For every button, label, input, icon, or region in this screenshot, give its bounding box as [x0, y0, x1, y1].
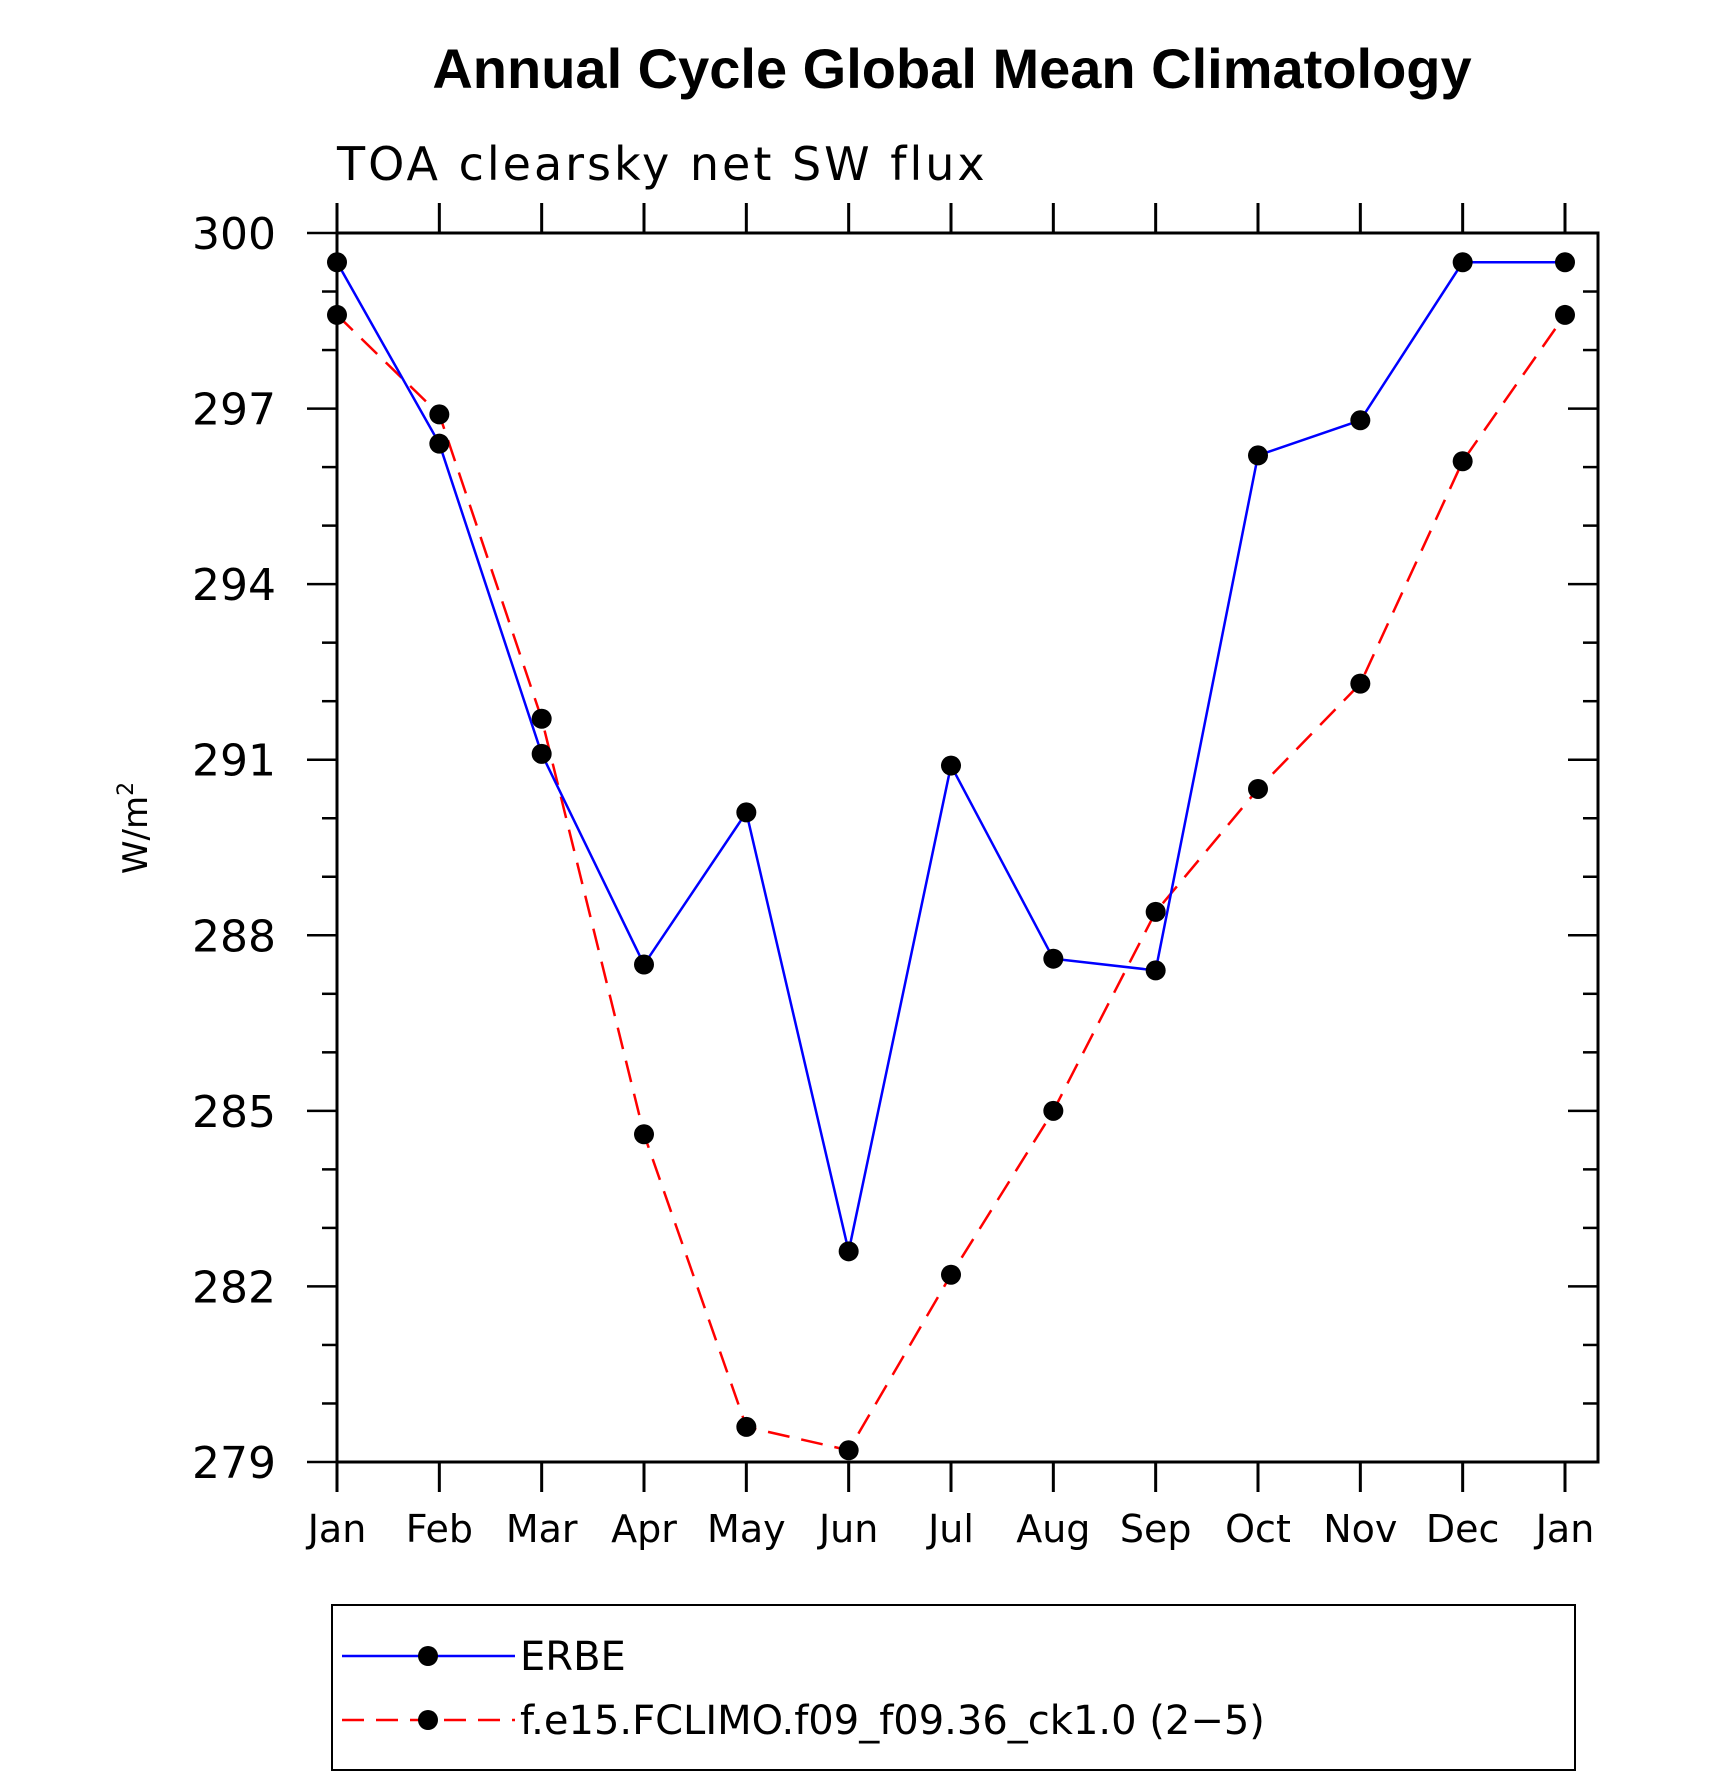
- x-tick-label: Jan: [306, 1507, 367, 1551]
- data-point: [531, 708, 552, 729]
- x-tick-label: Jul: [926, 1507, 974, 1551]
- data-point: [941, 755, 961, 776]
- y-tick-label: 288: [192, 911, 276, 962]
- data-point: [1248, 778, 1268, 799]
- x-tick-label: Jan: [1534, 1507, 1595, 1551]
- data-point: [327, 252, 347, 273]
- data-point: [1350, 410, 1371, 431]
- legend: ERBE f.e15.FCLIMO.f09_f09.36_ck1.0 (2−5): [331, 1604, 1576, 1771]
- legend-marker: [418, 1710, 438, 1730]
- x-tick-label: Apr: [611, 1507, 677, 1551]
- data-point: [531, 743, 552, 764]
- data-point: [736, 802, 757, 823]
- x-tick-label: Jun: [817, 1507, 878, 1551]
- y-tick-label: 294: [192, 560, 276, 611]
- legend-marker: [418, 1646, 438, 1666]
- data-point: [736, 1416, 757, 1437]
- data-point: [1145, 901, 1166, 922]
- y-tick-label: 297: [192, 385, 276, 436]
- data-point: [1452, 252, 1473, 273]
- data-point: [1452, 451, 1473, 472]
- data-point: [1043, 1100, 1064, 1121]
- data-point: [1248, 445, 1268, 466]
- data-point: [327, 304, 347, 325]
- y-tick-label: 285: [192, 1087, 276, 1138]
- x-tick-label: Sep: [1120, 1507, 1192, 1551]
- data-point: [1145, 960, 1166, 981]
- plot-axes: Jan Feb Mar Apr May Jun Jul Aug Sep Oct Nov Dec Jan 2…: [192, 203, 1600, 1551]
- legend-label: ERBE: [520, 1634, 626, 1680]
- data-point: [838, 1440, 859, 1461]
- chart-title: Annual Cycle Global Mean Climatology: [432, 37, 1471, 100]
- x-tick-label: Nov: [1323, 1507, 1397, 1551]
- data-point: [1555, 304, 1575, 325]
- x-tick-label: May: [707, 1507, 786, 1551]
- x-tick-label: Feb: [406, 1507, 473, 1551]
- legend-label: f.e15.FCLIMO.f09_f09.36_ck1.0 (2−5): [520, 1698, 1265, 1744]
- plot-frame: [335, 231, 1600, 1464]
- y-axis-label: W/m2: [114, 782, 156, 874]
- data-point: [941, 1264, 961, 1285]
- x-tick-label: Mar: [506, 1507, 578, 1551]
- x-tick-label: Dec: [1426, 1507, 1500, 1551]
- y-tick-label: 282: [192, 1262, 276, 1313]
- plot-series: [327, 252, 1575, 1461]
- x-tick-label: Oct: [1225, 1507, 1291, 1551]
- data-point: [1350, 673, 1371, 694]
- data-point: [429, 433, 450, 454]
- data-point: [634, 954, 654, 975]
- chart-subtitle: TOA clearsky net SW flux: [336, 137, 988, 191]
- legend-box: [331, 1604, 1576, 1771]
- data-point: [1043, 948, 1064, 969]
- y-tick-label: 291: [192, 736, 276, 787]
- y-tick-label: 279: [192, 1438, 276, 1489]
- data-point: [429, 404, 450, 425]
- x-tick-label: Aug: [1016, 1507, 1090, 1551]
- data-point: [838, 1241, 859, 1262]
- data-point: [1555, 252, 1575, 273]
- data-point: [634, 1124, 654, 1145]
- y-tick-label: 300: [192, 209, 276, 260]
